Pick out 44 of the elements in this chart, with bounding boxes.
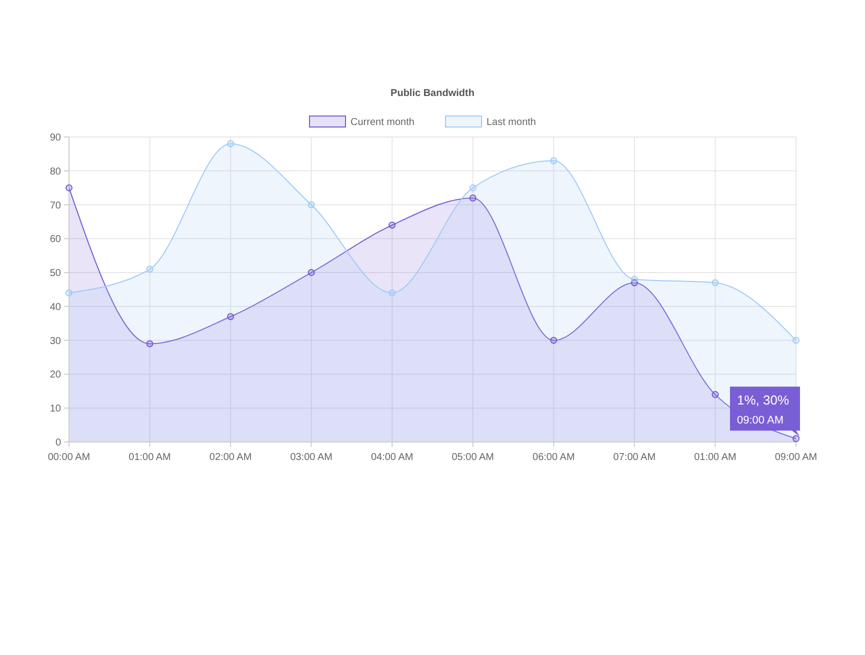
x-tick-label: 03:00 AM — [290, 452, 332, 463]
point — [712, 279, 719, 286]
y-tick-label: 70 — [50, 200, 62, 212]
point — [792, 435, 800, 442]
annotation: 09:00 AM — [737, 414, 784, 427]
legend-label: Last month — [486, 117, 536, 128]
point — [308, 269, 315, 276]
y-tick-label: 10 — [50, 404, 62, 415]
y-tick-label: 20 — [50, 370, 62, 381]
y-tick-label: 50 — [50, 268, 62, 280]
y-tick-label: 90 — [50, 132, 62, 144]
point — [388, 289, 396, 296]
x-tick-label: 00:00 AM — [48, 452, 90, 463]
point — [227, 140, 234, 148]
y-tick-label: 40 — [50, 302, 62, 313]
point — [630, 276, 638, 283]
x-tick-label: 06:00 AM — [532, 452, 575, 463]
point — [66, 289, 72, 296]
point — [146, 266, 154, 273]
point — [469, 194, 476, 202]
x-tick-label: 04:00 AM — [370, 452, 414, 463]
x-tick-label: 01:00 AM — [128, 452, 171, 463]
y-tick-label: 80 — [50, 166, 62, 178]
point — [712, 391, 719, 398]
point — [308, 201, 315, 208]
point — [227, 313, 234, 320]
point — [388, 222, 396, 229]
chart-title: Public Bandwidth — [390, 88, 474, 99]
point — [550, 336, 558, 344]
point — [792, 336, 800, 344]
point — [469, 184, 476, 192]
x-tick-label: 02:00 AM — [209, 452, 252, 463]
y-tick-label: 30 — [50, 336, 62, 347]
legend-label: Current month — [350, 117, 414, 128]
x-tick-label: 09:00 AM — [774, 452, 818, 463]
point — [550, 157, 558, 164]
y-tick-label: 0 — [55, 438, 62, 448]
point — [66, 184, 72, 192]
x-tick-label: 01:00 AM — [694, 452, 736, 463]
point — [146, 340, 154, 348]
x-tick-label: 05:00 AM — [452, 452, 494, 463]
y-tick-label: 60 — [50, 234, 62, 246]
annotation: 1%, 30% — [737, 392, 790, 408]
x-tick-label: 07:00 AM — [613, 452, 656, 463]
